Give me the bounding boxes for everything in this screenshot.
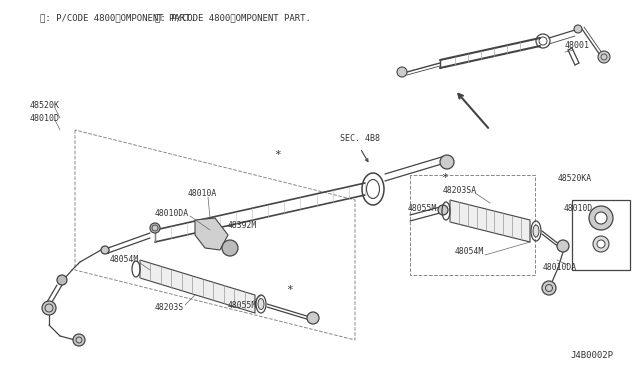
Text: 48055M: 48055M (228, 301, 257, 310)
Circle shape (222, 240, 238, 256)
Text: 48055M: 48055M (408, 203, 437, 212)
Text: J4B0002P: J4B0002P (570, 350, 613, 359)
Text: ※: P/CODE 4800ⅡOMPONENT PART.: ※: P/CODE 4800ⅡOMPONENT PART. (40, 13, 196, 22)
Circle shape (397, 67, 407, 77)
Text: ※: P/CODE 4800ⅡOMPONENT PART.: ※: P/CODE 4800ⅡOMPONENT PART. (155, 13, 311, 22)
Circle shape (438, 205, 448, 215)
Polygon shape (450, 200, 530, 242)
Bar (572, 200, 630, 270)
Circle shape (42, 301, 56, 315)
Circle shape (593, 236, 609, 252)
Text: 48203S: 48203S (155, 304, 184, 312)
Circle shape (557, 240, 569, 252)
Circle shape (440, 155, 454, 169)
Text: *: * (442, 173, 449, 183)
Text: 48520KA: 48520KA (558, 173, 592, 183)
Text: *: * (275, 150, 282, 160)
Text: 48010D: 48010D (30, 113, 60, 122)
Text: 48010A: 48010A (188, 189, 217, 198)
Polygon shape (195, 218, 228, 250)
Ellipse shape (258, 298, 264, 310)
Text: 48010D: 48010D (563, 203, 593, 212)
Text: 48520K: 48520K (30, 100, 60, 109)
Text: 48054M: 48054M (110, 256, 140, 264)
Circle shape (574, 25, 582, 33)
Circle shape (150, 223, 160, 233)
Circle shape (73, 334, 85, 346)
Circle shape (542, 281, 556, 295)
Circle shape (101, 246, 109, 254)
Circle shape (589, 206, 613, 230)
Text: 48054M: 48054M (455, 247, 484, 257)
Text: SEC. 4B8: SEC. 4B8 (340, 134, 380, 142)
Text: 48010DA: 48010DA (543, 263, 577, 273)
Polygon shape (140, 260, 255, 313)
Ellipse shape (533, 225, 539, 237)
Circle shape (598, 51, 610, 63)
Text: *: * (287, 285, 293, 295)
Text: 48392M: 48392M (228, 221, 257, 230)
Circle shape (597, 240, 605, 248)
Text: 48203SA: 48203SA (443, 186, 477, 195)
Circle shape (307, 312, 319, 324)
Text: 48010DA: 48010DA (155, 208, 189, 218)
Text: 48001: 48001 (565, 41, 590, 49)
Circle shape (595, 212, 607, 224)
Circle shape (57, 275, 67, 285)
